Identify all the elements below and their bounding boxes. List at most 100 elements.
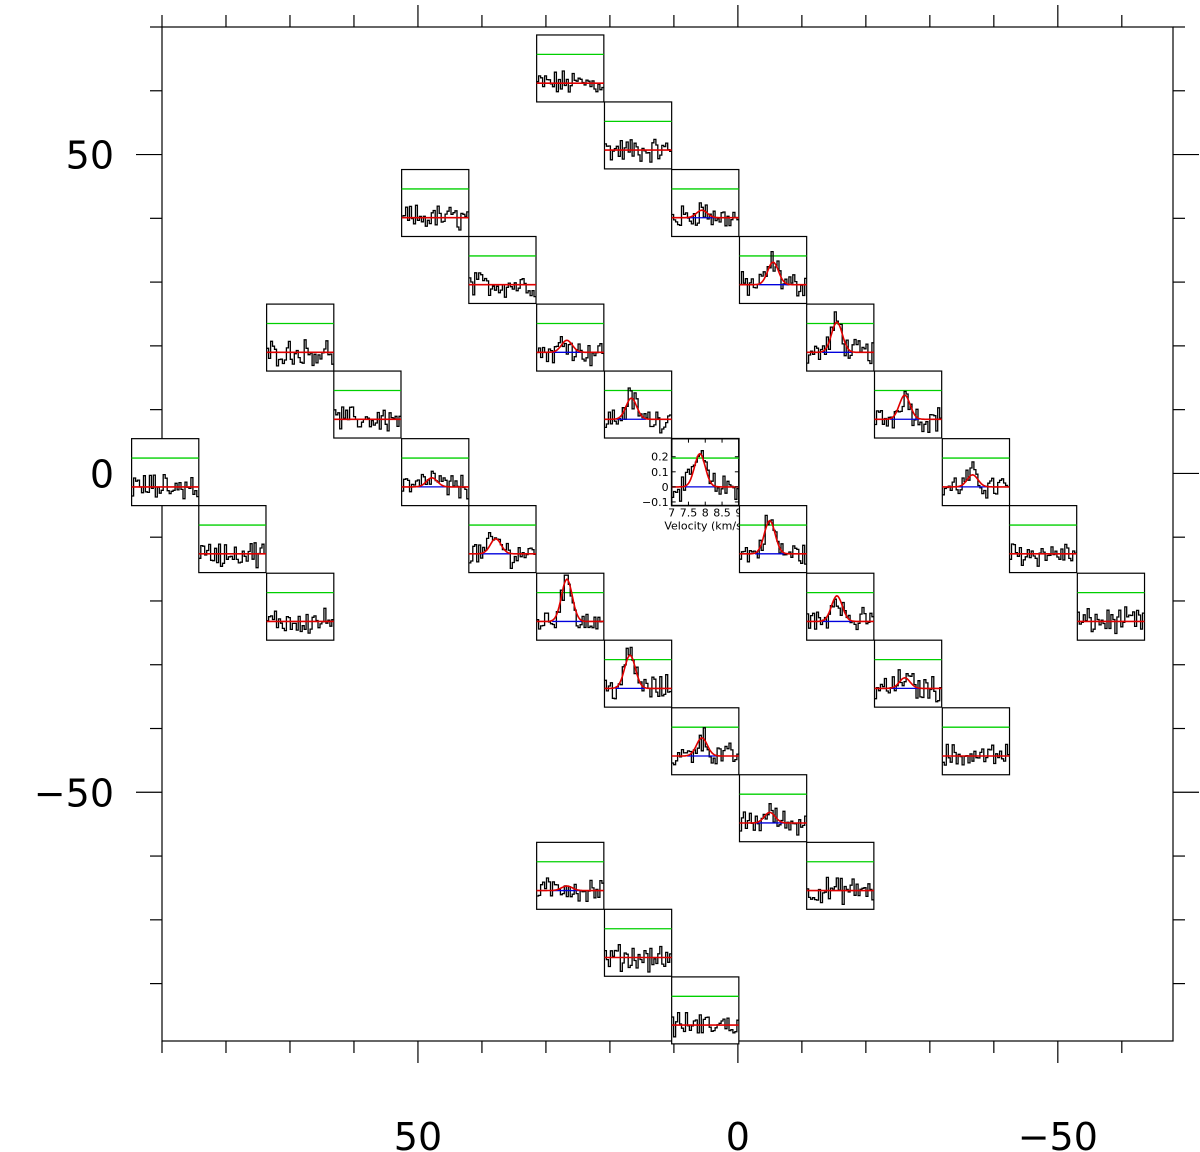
spectrum-panel [536,572,605,641]
spectrum-trace [874,669,942,703]
spectrum-panel [806,841,875,910]
spectrum-panel [131,438,200,507]
spectrum-trace [942,743,1010,766]
panel-frame [671,168,740,238]
panel-frame [806,303,875,372]
panel-frame [806,572,875,641]
panel-frame [536,572,605,641]
spectrum-panel [873,639,943,708]
spectrum-panel [941,438,1011,507]
y-tick-label: 50 [66,134,114,178]
spectrum-trace [806,311,874,365]
spectrum-trace [536,70,604,93]
spectrum-panel [603,101,673,170]
spectrum-trace [806,598,874,631]
spectrum-panel [738,235,808,305]
spectrum-panel [536,303,605,372]
gaussian-fit-curve [806,594,874,623]
axis-tick-labels: 50 0 −50 50 0 −50 [34,134,1098,1152]
gaussian-fit-curve [536,339,604,354]
spectrum-panel [198,505,267,574]
panel-frame [198,505,267,574]
spectrum-trace [536,574,604,630]
panel-frame [738,774,808,843]
panel-frame [401,438,470,507]
spectrum-panel: 7 7.5 8 8.5 9 −0.1 0 0.1 0.2 Velocity (km/s) [642,437,746,533]
gaussian-fit-curve [874,676,942,690]
spectrum-panel [941,707,1011,776]
x-tick-label: 50 [394,1115,442,1152]
y-tick-label: 0 [90,452,114,496]
spectrum-trace [806,876,874,906]
panel-frame [941,707,1011,776]
spectrum-trace [198,542,266,569]
spectrum-trace [604,387,672,434]
spectrum-trace [536,335,604,367]
spectrum-panel [1076,572,1146,641]
panel-frame [468,235,537,305]
inset-y-tick-label: 0.1 [651,466,669,479]
gaussian-fit-curve [739,261,807,286]
panel-frame [671,976,740,1045]
panel-frame [738,505,808,574]
axis-ticks [136,5,1199,1063]
panel-frame [1076,572,1146,641]
spectrum-trace [468,272,536,298]
panel-frame [536,841,605,910]
inset-x-tick-label: 7 [668,507,675,520]
spectrum-panel [468,235,537,305]
spectrum-panel [536,34,605,103]
spectrum-trace [604,944,672,973]
gaussian-fit-curve [604,654,672,690]
gaussian-fit-curve [739,811,807,824]
panel-frame [333,370,402,439]
gaussian-fit-curve [671,209,739,219]
panel-frame [1008,505,1078,574]
spectrum-panel [806,572,875,641]
spectrum-panel [401,438,470,507]
spectrum-panel [806,303,875,372]
inset-y-tick-label: −0.1 [642,496,669,509]
spectrum-panel [671,168,740,238]
gaussian-fit-curve [468,537,536,555]
inset-y-tick-label: 0.2 [651,451,669,464]
inset-x-axis-label: Velocity (km/s) [664,520,746,533]
gaussian-fit-curve [671,737,739,757]
gaussian-fit-curve [739,519,807,555]
spectrum-trace [536,877,604,903]
gaussian-fit-curve [806,321,874,354]
panel-frame [131,438,200,507]
spectrum-panel [401,168,470,238]
spectrum-trace [333,406,401,432]
gaussian-fit-curve [536,578,604,623]
spectrum-panel [468,505,537,574]
gaussian-fit-curve [536,885,604,892]
spectrum-panel [738,505,808,574]
spectrum-panel [671,707,740,776]
panel-frame [536,303,605,372]
spectrum-panel [266,572,335,641]
spectrum-panel [603,370,673,439]
spectrum-trace [671,1011,739,1038]
inset-y-tick-label: 0 [662,481,669,494]
spectrum-trace [401,470,469,500]
y-tick-label: −50 [34,771,114,815]
spectrum-trace [604,646,672,700]
panel-frame [670,437,740,507]
x-tick-label: −50 [1018,1115,1098,1152]
inset-x-tick-label: 8.5 [713,507,731,520]
spectrum-panel [603,639,673,708]
spectrum-panel [333,370,402,439]
spectrum-trace [671,450,739,502]
spectrum-panel [873,370,943,439]
spectrum-trace [671,727,739,766]
panel-frame [603,101,673,170]
spectrum-panel [738,774,808,843]
spectrum-panel [1008,505,1078,574]
inset-x-tick-label: 7.5 [680,507,698,520]
spectrum-panel [603,908,673,977]
spectrum-trace [1009,543,1077,567]
inset-x-tick-label: 8 [702,507,709,520]
gaussian-fit-curve [401,476,469,488]
